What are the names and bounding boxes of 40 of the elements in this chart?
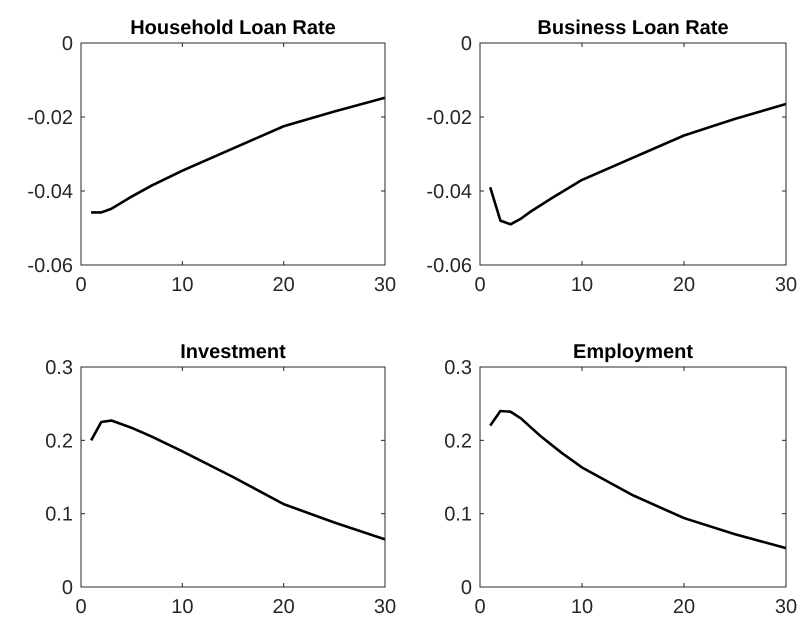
x-tick-label: 10 [171,596,194,618]
y-tick-label: 0.2 [45,430,73,452]
y-tick-label: -0.04 [27,181,73,203]
y-tick-label: -0.02 [426,107,472,129]
y-tick-label: 0 [62,577,73,599]
line-series [90,96,386,214]
x-tick-label: 30 [774,274,798,296]
x-tick-label: 30 [774,596,798,618]
y-tick-label: -0.02 [27,107,73,129]
y-tick-label: -0.04 [426,181,472,203]
line-series [488,102,788,226]
x-tick-label: 20 [272,274,295,296]
y-tick-label: 0.3 [444,357,472,379]
x-tick-label: 10 [570,274,594,296]
x-tick-label: 30 [374,274,396,296]
x-tick-label: 0 [474,596,486,618]
y-tick-label: 0.1 [45,504,73,526]
y-tick-label: -0.06 [426,255,472,277]
x-tick-label: 20 [272,596,295,618]
chart-title: Business Loan Rate [537,17,729,39]
x-tick-label: 0 [474,274,486,296]
x-tick-label: 20 [672,274,696,296]
x-tick-label: 30 [374,596,396,618]
chart-title: Employment [572,341,694,363]
y-tick-label: 0 [62,33,73,55]
x-tick-label: 0 [75,596,87,618]
y-tick-label: 0 [460,577,472,599]
chart-title: Household Loan Rate [130,17,336,39]
line-series [90,419,386,541]
chart-title: Investment [180,341,286,363]
x-tick-label: 20 [672,596,696,618]
y-tick-label: 0.1 [444,504,472,526]
x-tick-label: 10 [171,274,194,296]
x-tick-label: 0 [75,274,87,296]
y-tick-label: 0.2 [444,430,472,452]
y-tick-label: 0 [460,33,472,55]
y-tick-label: 0.3 [45,357,73,379]
line-series [488,410,788,550]
y-tick-label: -0.06 [27,255,73,277]
x-tick-label: 10 [570,596,594,618]
